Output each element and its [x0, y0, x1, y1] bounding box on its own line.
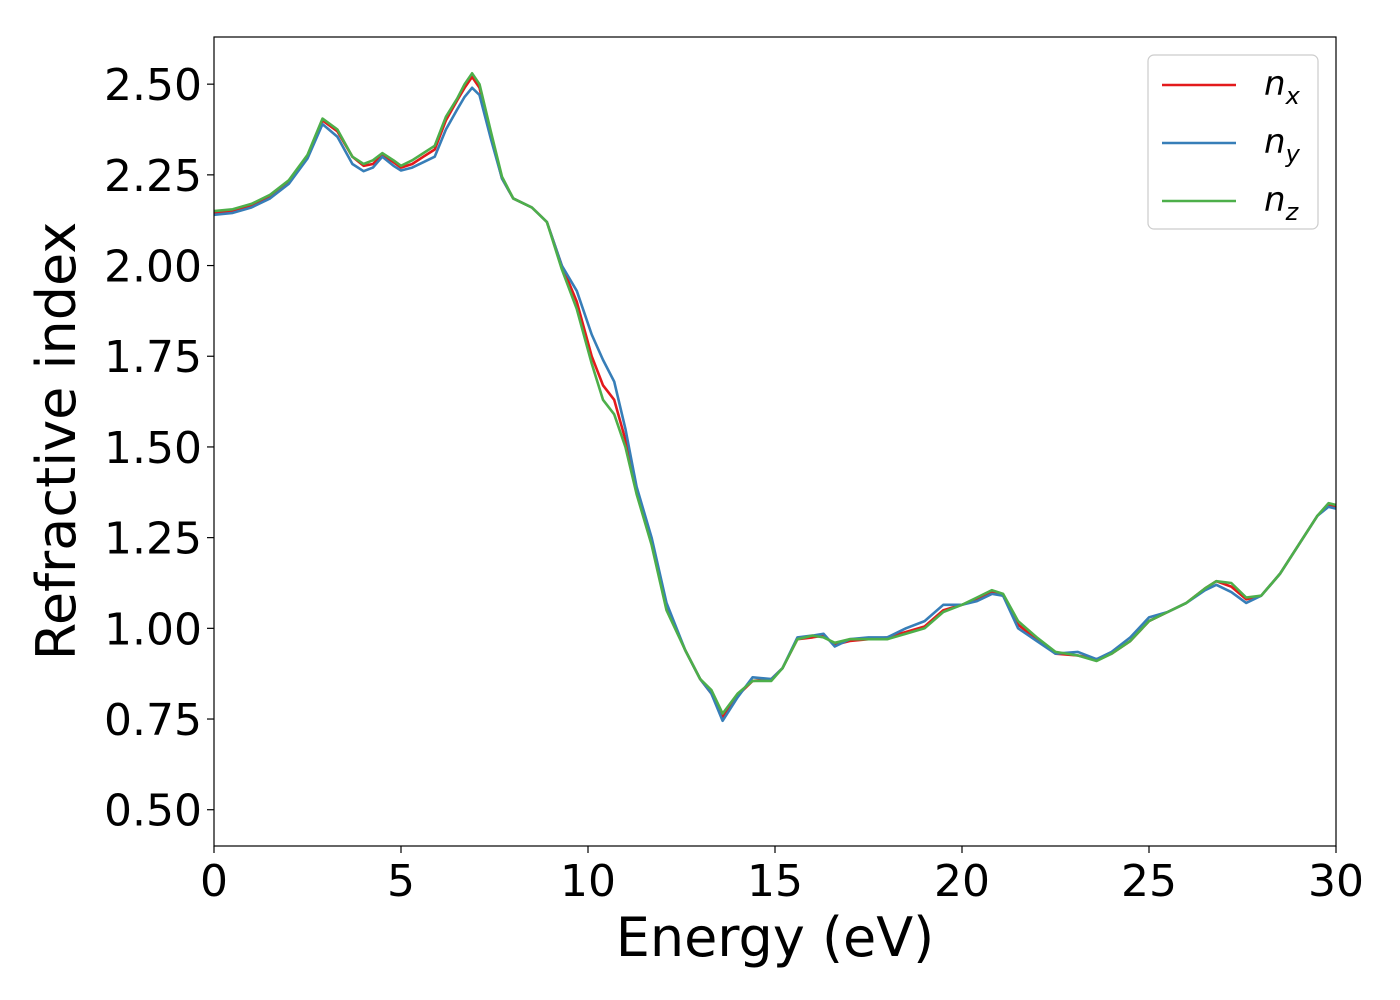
x-tick-label: 10 — [560, 856, 616, 907]
x-axis-label: Energy (eV) — [616, 906, 935, 969]
series-line-y — [214, 86, 1336, 723]
x-tick-label: 30 — [1308, 856, 1364, 907]
legend: nx ny nz — [1147, 54, 1319, 230]
y-tick-label: 1.00 — [104, 604, 202, 655]
x-tick-label: 0 — [200, 856, 228, 907]
x-tick-label: 25 — [1121, 856, 1177, 907]
y-tick-label: 2.25 — [104, 151, 202, 202]
legend-label-z: nz — [1264, 180, 1300, 226]
y-tick-label: 1.25 — [104, 514, 202, 565]
y-tick-label: 2.50 — [104, 60, 202, 111]
x-tick-label: 20 — [934, 856, 990, 907]
series-layer — [214, 72, 1336, 723]
x-axis-ticks: 0 5 10 15 20 25 30 — [200, 846, 1364, 907]
y-axis-ticks: 0.50 0.75 1.00 1.25 1.50 1.75 2.00 2.25 2.50 — [104, 60, 214, 837]
legend-label-x: nx — [1264, 64, 1301, 110]
y-tick-label: 1.50 — [104, 423, 202, 474]
y-tick-label: 0.50 — [104, 786, 202, 837]
series-line-z — [214, 72, 1336, 715]
x-tick-label: 5 — [387, 856, 415, 907]
y-tick-label: 0.75 — [104, 695, 202, 746]
y-tick-label: 2.00 — [104, 242, 202, 293]
legend-label-y: ny — [1264, 122, 1301, 168]
x-tick-label: 15 — [747, 856, 803, 907]
y-axis-label: Refractive index — [25, 222, 88, 661]
y-tick-label: 1.75 — [104, 332, 202, 383]
